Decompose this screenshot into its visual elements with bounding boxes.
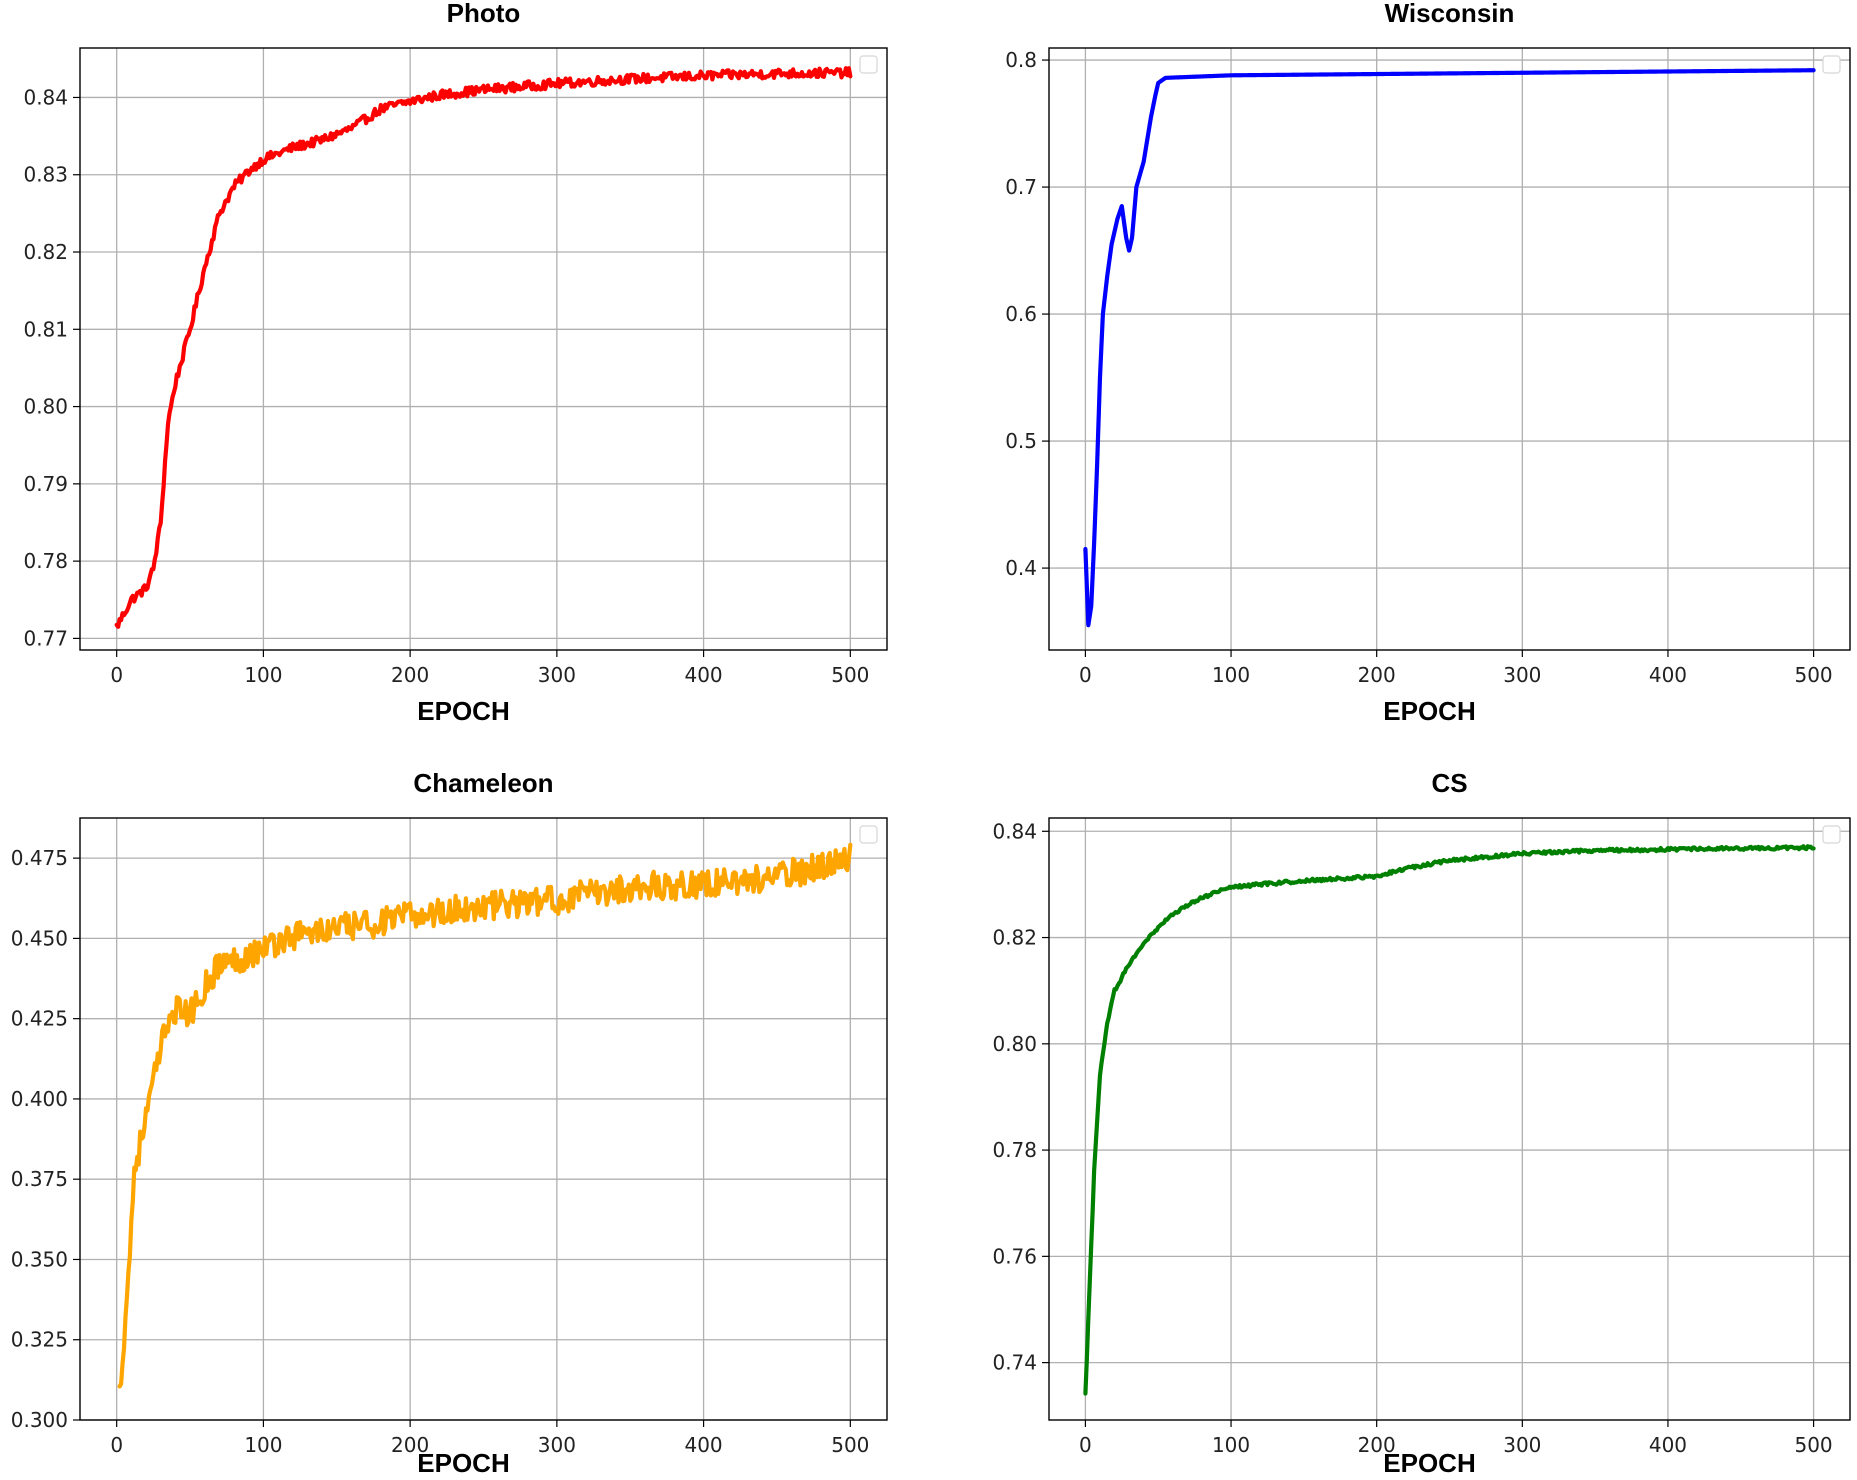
y-tick-label: 0.81 xyxy=(23,317,68,341)
x-tick-label: 100 xyxy=(1212,1433,1250,1457)
series-line xyxy=(117,842,853,1389)
y-tick-label: 0.79 xyxy=(23,472,68,496)
y-tick-label: 0.78 xyxy=(23,549,68,573)
y-tick-label: 0.450 xyxy=(11,926,68,950)
y-tick-label: 0.84 xyxy=(992,819,1037,843)
x-axis-label: EPOCH xyxy=(1383,696,1475,726)
series-line xyxy=(114,66,853,629)
x-tick-label: 500 xyxy=(1794,1433,1832,1457)
y-tick-label: 0.6 xyxy=(1005,302,1037,326)
x-tick-label: 200 xyxy=(1358,1433,1396,1457)
y-tick-label: 0.400 xyxy=(11,1087,68,1111)
x-tick-label: 100 xyxy=(244,1433,282,1457)
x-tick-label: 100 xyxy=(1212,663,1250,687)
legend xyxy=(859,55,878,74)
x-tick-label: 100 xyxy=(244,663,282,687)
x-tick-label: 300 xyxy=(1503,1433,1541,1457)
x-tick-label: 0 xyxy=(110,663,123,687)
x-tick-label: 300 xyxy=(538,1433,576,1457)
plot-frame xyxy=(79,817,888,1421)
x-tick-label: 500 xyxy=(1794,663,1832,687)
legend xyxy=(859,825,878,844)
x-tick-label: 300 xyxy=(538,663,576,687)
chart-panel-chameleon: 0 100 200 300 400 500 0.300 0.325 0.350 0.375 0.40… xyxy=(11,768,888,1478)
series-line xyxy=(1083,844,1816,1396)
chart-panel-photo: 0 100 200 300 400 500 0.77 0.78 0.79 0.80 0.81 0.82… xyxy=(23,0,888,726)
y-tick-label: 0.375 xyxy=(11,1167,68,1191)
x-tick-label: 500 xyxy=(831,663,869,687)
legend xyxy=(1822,55,1841,74)
plot-frame xyxy=(79,47,888,651)
x-tick-label: 400 xyxy=(1649,1433,1687,1457)
x-tick-label: 0 xyxy=(110,1433,123,1457)
y-tick-label: 0.325 xyxy=(11,1328,68,1352)
y-tick-label: 0.78 xyxy=(992,1138,1037,1162)
y-tick-label: 0.7 xyxy=(1005,175,1037,199)
x-tick-label: 500 xyxy=(831,1433,869,1457)
x-tick-label: 0 xyxy=(1079,1433,1092,1457)
x-tick-label: 200 xyxy=(391,1433,429,1457)
series-line xyxy=(1083,68,1816,628)
chart-title: Photo xyxy=(447,0,521,28)
plot-frame xyxy=(1048,817,1851,1421)
y-tick-label: 0.74 xyxy=(992,1351,1037,1375)
y-tick-label: 0.80 xyxy=(23,395,68,419)
y-tick-label: 0.4 xyxy=(1005,556,1037,580)
chart-title: CS xyxy=(1431,768,1467,798)
y-tick-label: 0.77 xyxy=(23,626,68,650)
chart-panel-cs: 0 100 200 300 400 500 0.74 0.76 0.78 0.80 0.82 0.84… xyxy=(992,768,1851,1478)
y-tick-label: 0.82 xyxy=(992,926,1037,950)
y-tick-label: 0.350 xyxy=(11,1247,68,1271)
x-tick-label: 400 xyxy=(684,1433,722,1457)
plot-frame xyxy=(1048,47,1851,651)
x-tick-label: 400 xyxy=(1649,663,1687,687)
y-tick-label: 0.76 xyxy=(992,1244,1037,1268)
y-tick-label: 0.425 xyxy=(11,1007,68,1031)
x-tick-label: 200 xyxy=(1358,663,1396,687)
x-axis-label: EPOCH xyxy=(417,1448,509,1478)
y-tick-label: 0.83 xyxy=(23,163,68,187)
chart-panel-wisconsin: 0 100 200 300 400 500 0.4 0.5 0.6 0.7 0.8 Wisconsin… xyxy=(1005,0,1851,726)
legend xyxy=(1822,825,1841,844)
x-tick-label: 400 xyxy=(684,663,722,687)
y-tick-label: 0.8 xyxy=(1005,48,1037,72)
x-axis-label: EPOCH xyxy=(417,696,509,726)
x-tick-label: 0 xyxy=(1079,663,1092,687)
y-tick-label: 0.5 xyxy=(1005,429,1037,453)
y-tick-label: 0.475 xyxy=(11,846,68,870)
y-tick-label: 0.84 xyxy=(23,85,68,109)
x-axis-label: EPOCH xyxy=(1383,1448,1475,1478)
x-tick-label: 200 xyxy=(391,663,429,687)
y-tick-label: 0.80 xyxy=(992,1032,1037,1056)
y-tick-label: 0.300 xyxy=(11,1408,68,1432)
chart-title: Chameleon xyxy=(413,768,553,798)
x-tick-label: 300 xyxy=(1503,663,1541,687)
y-tick-label: 0.82 xyxy=(23,240,68,264)
chart-title: Wisconsin xyxy=(1385,0,1515,28)
